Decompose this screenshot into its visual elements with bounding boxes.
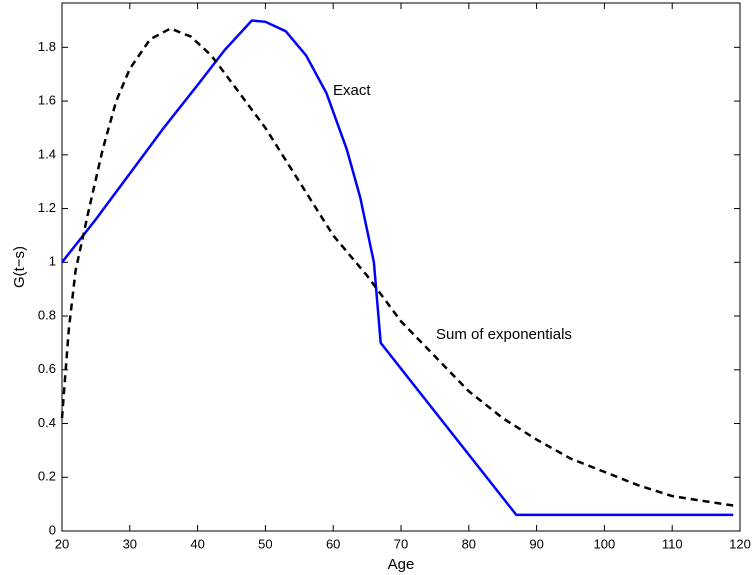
x-tick-label: 50 — [258, 536, 272, 551]
y-tick-label: 1.2 — [38, 200, 56, 215]
y-tick-label: 1.8 — [38, 39, 56, 54]
x-tick-label: 80 — [462, 536, 476, 551]
x-tick-label: 120 — [729, 536, 751, 551]
y-tick-label: 0.8 — [38, 307, 56, 322]
x-tick-label: 100 — [594, 536, 616, 551]
x-tick-label: 20 — [55, 536, 69, 551]
y-tick-label: 1.4 — [38, 146, 56, 161]
x-tick-label: 30 — [123, 536, 137, 551]
y-tick-label: 0.2 — [38, 469, 56, 484]
x-axis-label: Age — [388, 556, 415, 573]
y-tick-label: 1 — [49, 254, 56, 269]
annotation: Exact — [333, 82, 371, 99]
x-tick-label: 40 — [190, 536, 204, 551]
x-tick-label: 90 — [529, 536, 543, 551]
y-tick-label: 0.4 — [38, 415, 56, 430]
x-tick-label: 110 — [662, 536, 683, 551]
y-tick-label: 1.6 — [38, 93, 56, 108]
y-axis-label: G(t−s) — [11, 246, 28, 288]
series-line — [60, 27, 734, 507]
series-line — [61, 19, 734, 517]
x-tick-label: 70 — [394, 536, 408, 551]
x-tick-label: 60 — [326, 536, 340, 551]
plot-frame — [61, 2, 741, 532]
y-tick-label: 0.6 — [38, 361, 56, 376]
y-tick-label: 0 — [49, 522, 56, 537]
annotation: Sum of exponentials — [436, 326, 572, 343]
